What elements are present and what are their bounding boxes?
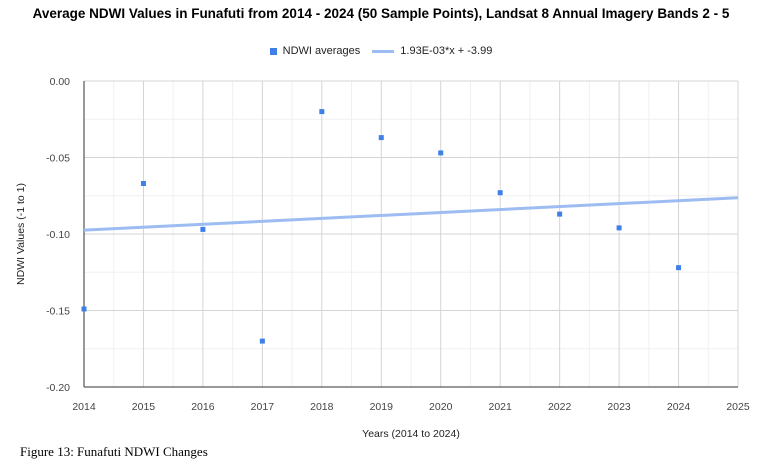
y-tick-label: -0.10 bbox=[46, 229, 70, 241]
data-point bbox=[616, 225, 622, 231]
x-tick-label: 2017 bbox=[251, 401, 275, 413]
data-point bbox=[200, 226, 206, 232]
data-point bbox=[438, 150, 444, 156]
y-tick-label: -0.05 bbox=[46, 153, 70, 165]
x-tick-label: 2021 bbox=[489, 401, 513, 413]
data-point bbox=[259, 338, 265, 344]
data-point bbox=[378, 135, 384, 141]
chart-title: Average NDWI Values in Funafuti from 201… bbox=[32, 6, 730, 21]
legend-item-trendline[interactable]: 1.93E-03*x + -3.99 bbox=[372, 45, 492, 57]
x-tick-label: 2019 bbox=[370, 401, 394, 413]
x-tick-label: 2018 bbox=[310, 401, 334, 413]
legend-label-trendline: 1.93E-03*x + -3.99 bbox=[400, 45, 493, 57]
x-tick-label: 2024 bbox=[667, 401, 691, 413]
x-tick-label: 2023 bbox=[607, 401, 631, 413]
x-tick-label: 2015 bbox=[132, 401, 156, 413]
data-point bbox=[140, 181, 146, 187]
data-point bbox=[557, 211, 563, 217]
legend: NDWI averages 1.93E-03*x + -3.99 bbox=[0, 45, 762, 57]
x-tick-label: 2020 bbox=[429, 401, 453, 413]
data-point bbox=[676, 265, 682, 271]
y-tick-label: 0.00 bbox=[50, 76, 71, 88]
x-axis-title: Years (2014 to 2024) bbox=[362, 428, 460, 440]
x-tick-label: 2025 bbox=[726, 401, 750, 413]
x-tick-label: 2014 bbox=[72, 401, 96, 413]
legend-item-ndwi[interactable]: NDWI averages bbox=[269, 45, 361, 57]
trendline bbox=[83, 196, 739, 232]
figure-caption: Figure 13: Funafuti NDWI Changes bbox=[20, 444, 208, 459]
y-axis-title: NDWI Values (-1 to 1) bbox=[15, 183, 27, 285]
y-tick-label: -0.20 bbox=[46, 382, 70, 394]
data-point bbox=[497, 190, 503, 196]
legend-line-marker-icon bbox=[372, 49, 395, 53]
legend-square-marker-icon bbox=[269, 47, 277, 55]
y-tick-label: -0.15 bbox=[46, 306, 70, 318]
x-tick-label: 2016 bbox=[191, 401, 215, 413]
data-point bbox=[319, 109, 325, 115]
legend-label-ndwi: NDWI averages bbox=[282, 45, 361, 57]
data-point bbox=[81, 306, 87, 312]
x-tick-label: 2022 bbox=[548, 401, 572, 413]
